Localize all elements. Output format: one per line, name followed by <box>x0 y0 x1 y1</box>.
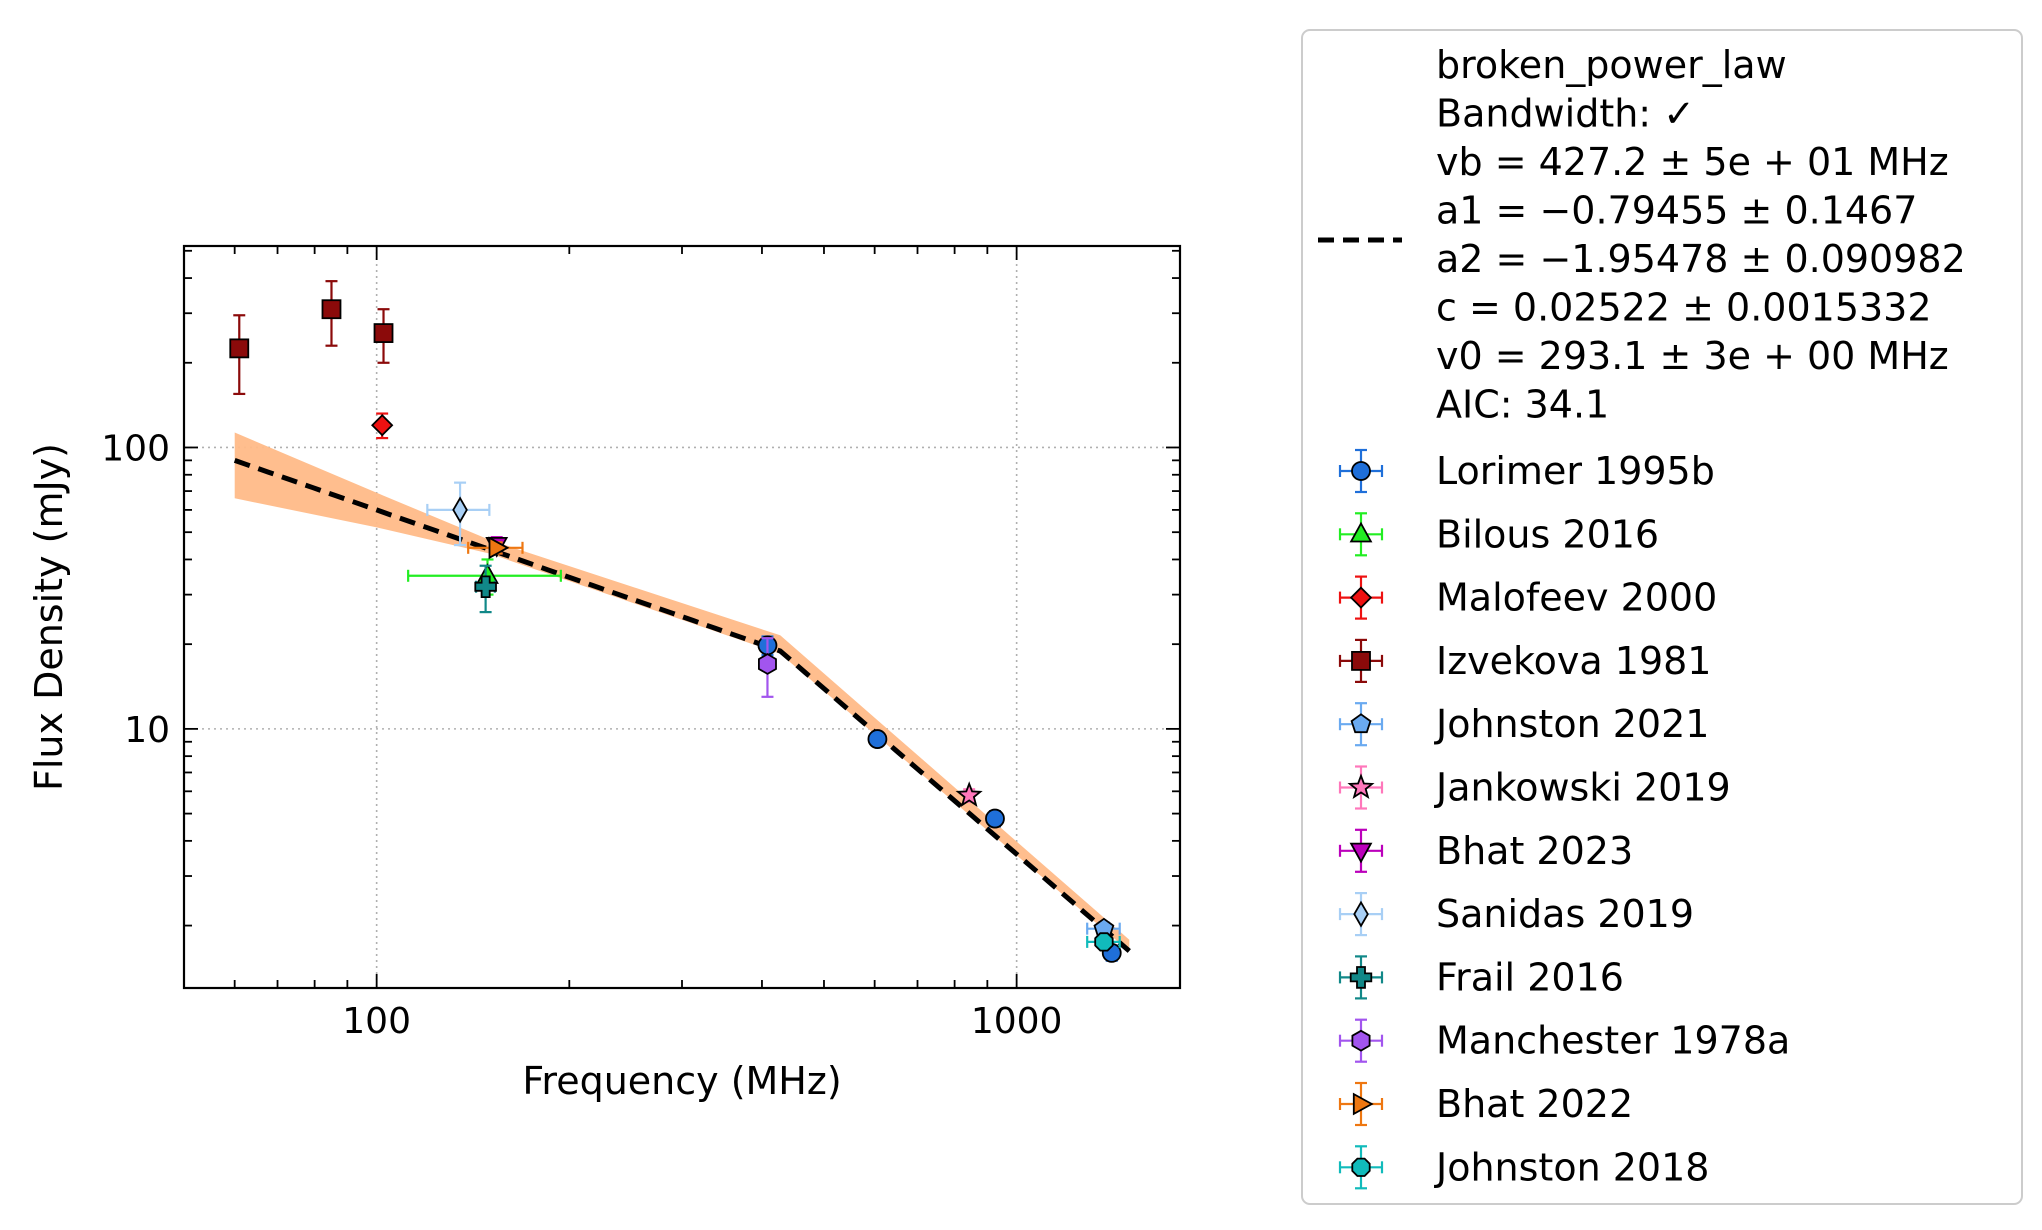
legend-entry: Frail 2016 <box>1338 955 1624 1000</box>
legend-marker <box>1351 651 1371 671</box>
legend-label: Manchester 1978a <box>1436 1019 1790 1063</box>
data-marker <box>371 414 394 437</box>
legend-fit-line: AIC: 34.1 <box>1436 383 1609 427</box>
legend-entry: Johnston 2018 <box>1338 1145 1709 1190</box>
grid <box>184 246 1180 988</box>
data-marker <box>867 729 888 749</box>
legend-label: Bhat 2022 <box>1436 1082 1633 1126</box>
data-marker <box>758 653 777 675</box>
legend-label: Frail 2016 <box>1436 955 1624 999</box>
legend-marker <box>1351 1029 1371 1052</box>
legend-marker <box>1353 900 1369 928</box>
legend-label: Izvekova 1981 <box>1436 639 1711 683</box>
data-marker <box>474 575 497 598</box>
legend-label: Johnston 2018 <box>1434 1145 1709 1189</box>
data-marker <box>488 536 510 560</box>
legend-entry: Lorimer 1995b <box>1338 448 1715 494</box>
legend: broken_power_law Bandwidth: ✓vb = 427.2 ±… <box>1301 29 2023 1205</box>
data-marker <box>985 808 1005 829</box>
legend-marker <box>1347 773 1375 800</box>
legend-entry: Bhat 2023 <box>1338 828 1633 873</box>
data-marker <box>452 496 468 524</box>
legend-label: Bhat 2023 <box>1436 829 1633 873</box>
y-tick-label: 10 <box>124 710 170 751</box>
legend-entry: Sanidas 2019 <box>1338 891 1694 937</box>
legend-fit-line: vb = 427.2 ± 5e + 01 MHz <box>1436 140 1949 184</box>
data-point <box>758 637 777 698</box>
legend-fit-line: broken_power_law <box>1436 43 1787 87</box>
plot-area <box>229 280 1131 963</box>
data-point <box>426 481 491 547</box>
data-marker <box>229 338 250 359</box>
data-point <box>373 308 394 364</box>
legend-fit-line: a1 = −0.79455 ± 0.1467 <box>1436 189 1917 233</box>
legend-label: Sanidas 2019 <box>1436 892 1694 936</box>
legend-label: Malofeev 2000 <box>1436 576 1717 620</box>
legend-entry: Manchester 1978a <box>1338 1018 1790 1063</box>
data-point <box>867 729 888 749</box>
data-point <box>474 564 497 614</box>
fit-line <box>233 458 1131 953</box>
legend-entry: Malofeev 2000 <box>1338 575 1717 620</box>
legend-entry: Bilous 2016 <box>1338 512 1659 557</box>
legend-label: Jankowski 2019 <box>1434 766 1731 810</box>
legend-entry: Johnston 2021 <box>1338 702 1709 747</box>
legend-marker <box>1351 461 1371 481</box>
legend-fit-line: a2 = −1.95478 ± 0.090982 <box>1436 237 1966 281</box>
legend-fit-line: Bandwidth: ✓ <box>1436 92 1695 136</box>
legend-label: Johnston 2021 <box>1434 702 1709 746</box>
legend-entry: Jankowski 2019 <box>1338 765 1731 810</box>
legend-entry: Izvekova 1981 <box>1338 638 1711 684</box>
legend-entry: Bhat 2022 <box>1338 1081 1633 1127</box>
legend-fit-line: v0 = 293.1 ± 3e + 00 MHz <box>1436 334 1949 378</box>
legend-fit-line: c = 0.02522 ± 0.0015332 <box>1436 286 1932 330</box>
legend-marker <box>1350 713 1372 734</box>
legend-marker <box>1349 842 1373 864</box>
legend-marker <box>1349 586 1373 609</box>
data-point <box>321 280 342 347</box>
x-axis-label: Frequency (MHz) <box>522 1059 841 1103</box>
legend-marker <box>1349 966 1373 989</box>
data-point <box>985 808 1005 829</box>
x-tick-label: 1000 <box>971 1001 1063 1042</box>
data-point <box>467 536 524 560</box>
data-point <box>229 314 250 396</box>
data-point <box>371 412 394 440</box>
legend-fit-entry: broken_power_law Bandwidth: ✓vb = 427.2 ±… <box>1318 43 1966 427</box>
data-marker <box>373 323 394 343</box>
legend-box <box>1301 29 2023 1205</box>
data-point <box>955 781 983 807</box>
legend-marker <box>1351 1157 1371 1177</box>
legend-label: Bilous 2016 <box>1436 512 1659 556</box>
legend-marker <box>1352 1092 1374 1116</box>
data-point <box>1086 932 1121 952</box>
data-marker <box>321 299 342 320</box>
y-tick-label: 100 <box>101 428 170 469</box>
fit-confidence-band <box>234 432 1130 952</box>
axis-ticks: 100 1000 10 100 <box>101 246 1180 1042</box>
x-tick-label: 100 <box>342 1001 411 1042</box>
legend-label: Lorimer 1995b <box>1436 449 1715 493</box>
data-marker <box>1094 932 1114 952</box>
legend-marker <box>1349 521 1373 543</box>
data-marker <box>955 781 983 807</box>
y-axis-label: Flux Density (mJy) <box>27 443 71 791</box>
